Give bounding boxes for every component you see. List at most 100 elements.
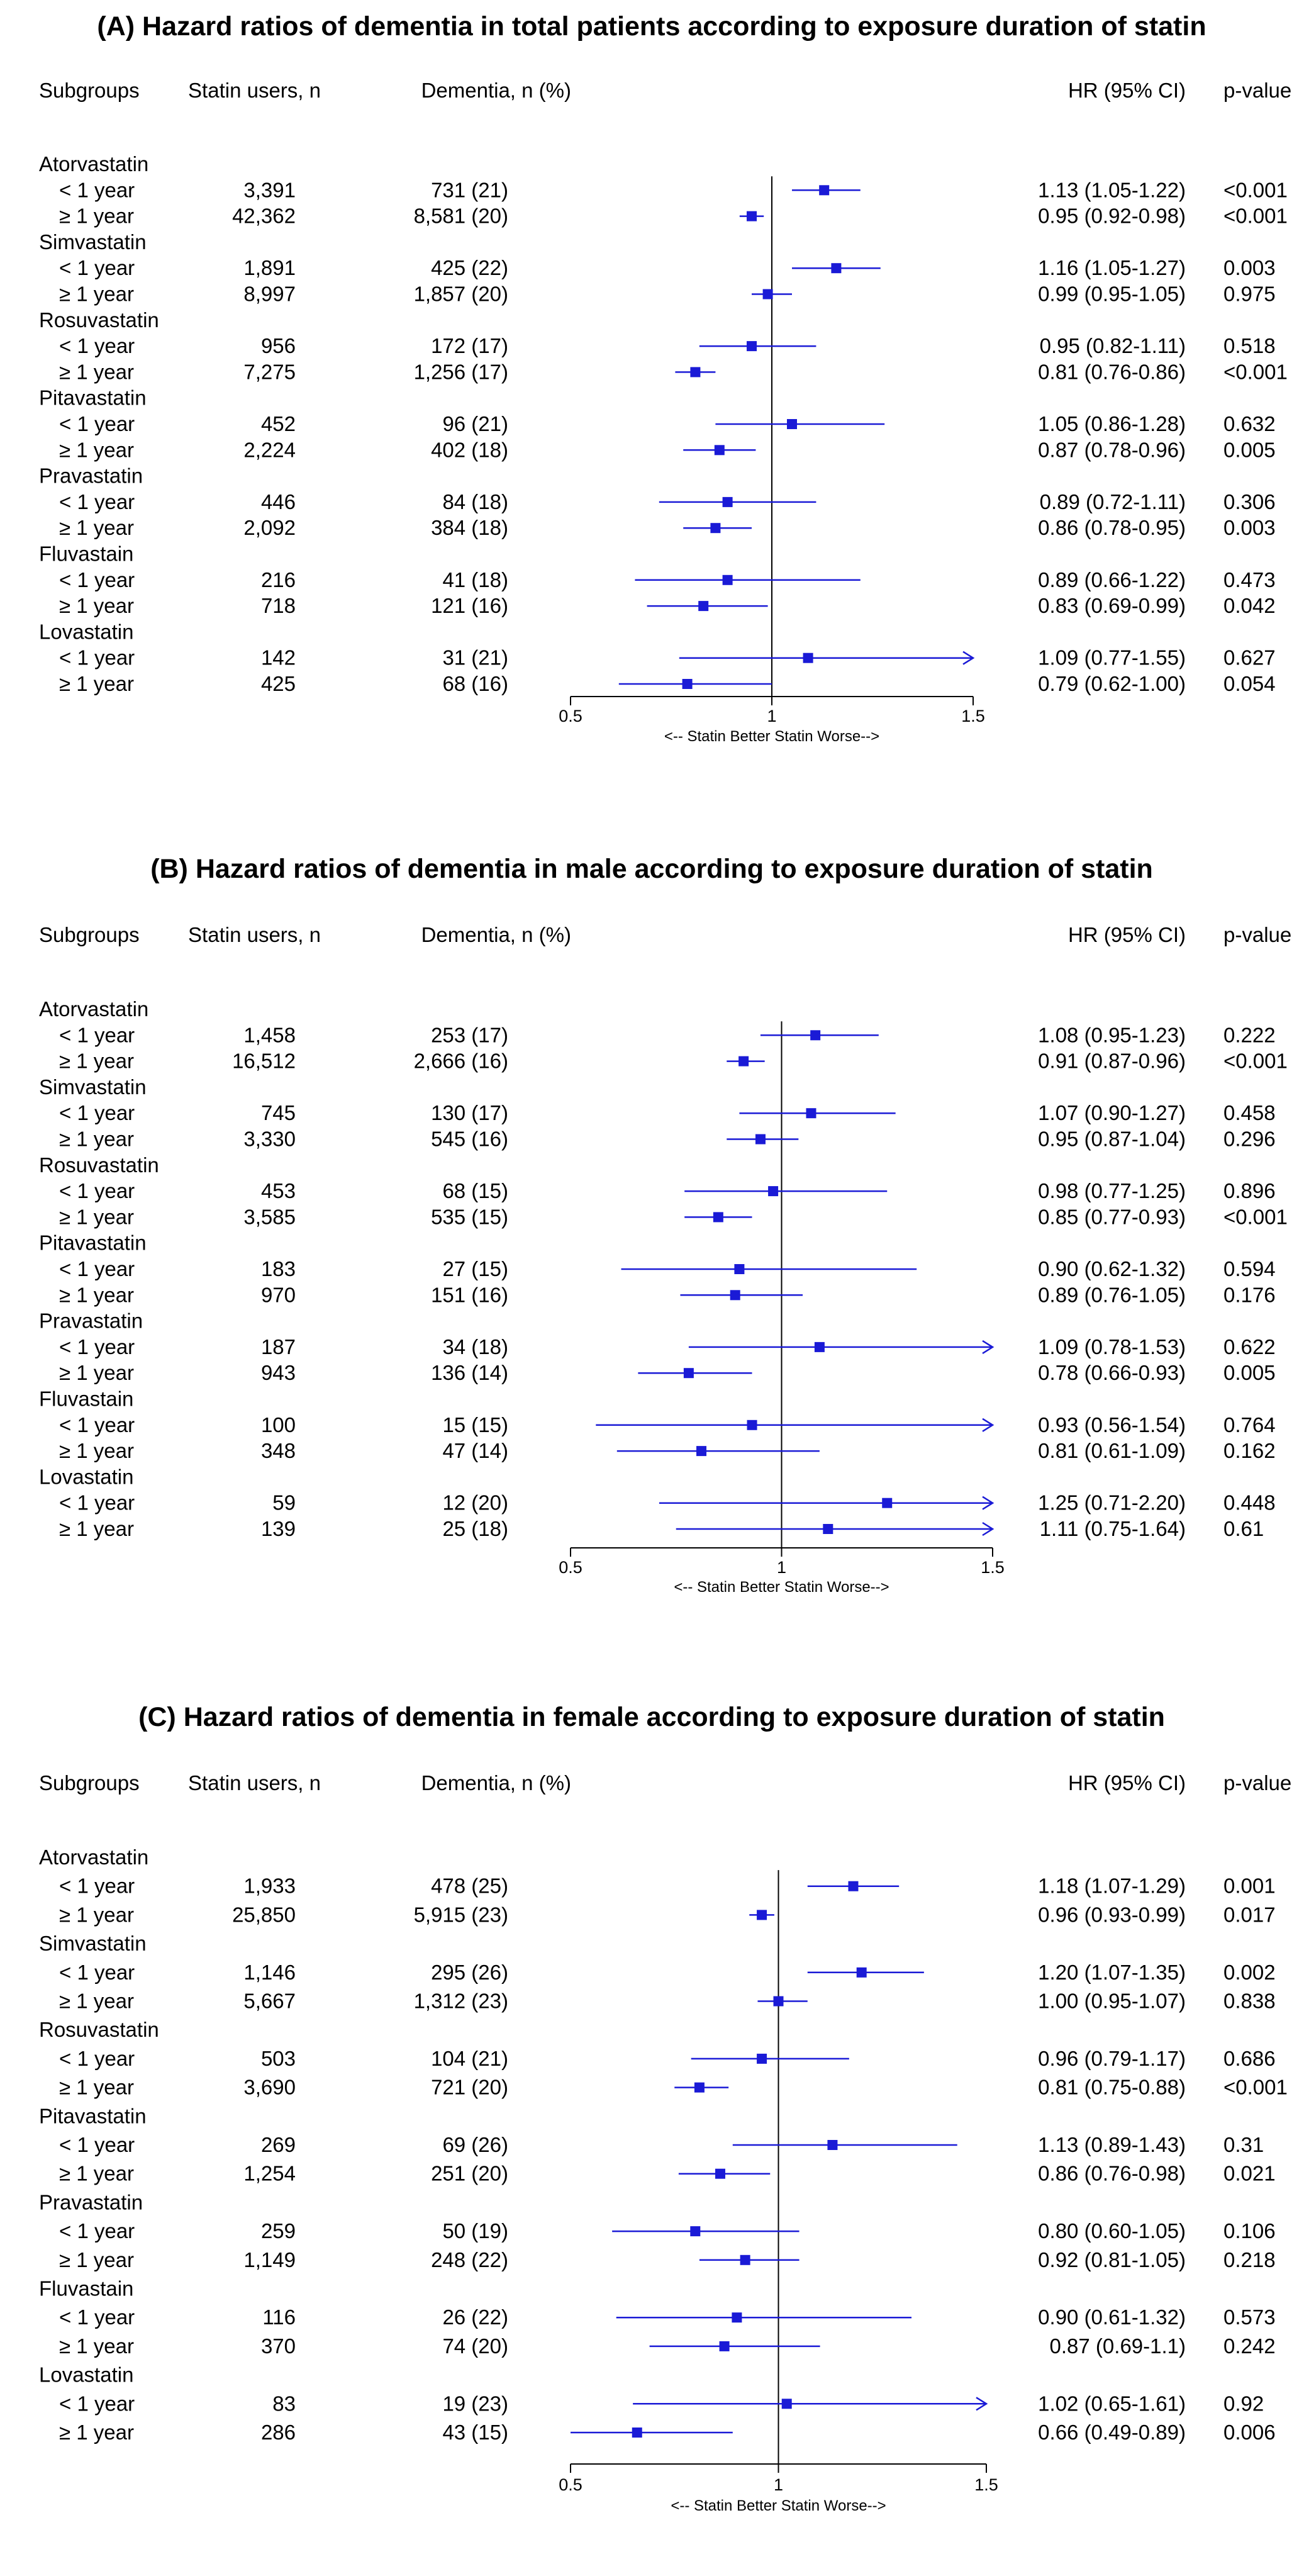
row-label: < 1 year [59, 1023, 135, 1046]
p-value: 0.222 [1223, 1023, 1276, 1046]
hr-point-marker [806, 1108, 816, 1119]
hr-ci-text: 0.92 (0.81-1.05) [1038, 2248, 1186, 2271]
dementia-count: 50 (19) [442, 2219, 508, 2243]
dementia-count: 74 (20) [442, 2334, 508, 2358]
statin-users-count: 1,933 [243, 1874, 296, 1898]
hr-ci-text: 0.66 (0.49-0.89) [1038, 2421, 1186, 2444]
hr-point-marker [747, 341, 757, 352]
dementia-count: 25 (18) [442, 1517, 508, 1540]
dementia-count: 130 (17) [431, 1101, 508, 1124]
dementia-count: 295 (26) [431, 1961, 508, 1984]
p-value: 0.594 [1223, 1257, 1276, 1280]
p-value: 0.838 [1223, 1990, 1276, 2013]
hr-point-marker [740, 2254, 750, 2265]
group-name: Pitavastatin [39, 386, 147, 410]
statin-users-count: 425 [261, 672, 296, 695]
dementia-count: 721 (20) [431, 2076, 508, 2099]
panel-title: (C) Hazard ratios of dementia in female … [138, 1702, 1165, 1732]
header-dementia: Dementia, n (%) [421, 79, 571, 102]
p-value: 0.176 [1223, 1283, 1276, 1306]
dementia-count: 2,666 (16) [414, 1050, 508, 1073]
row-label: < 1 year [59, 1874, 135, 1898]
p-value: <0.001 [1223, 178, 1288, 201]
p-value: <0.001 [1223, 204, 1288, 228]
row-label: ≥ 1 year [59, 2334, 134, 2358]
dementia-count: 19 (23) [442, 2392, 508, 2415]
statin-users-count: 1,149 [243, 2248, 296, 2271]
hr-ci-text: 0.85 (0.77-0.93) [1038, 1205, 1186, 1228]
header-subgroups: Subgroups [39, 923, 140, 946]
x-tick-label: 1.5 [981, 1558, 1005, 1577]
header-subgroups: Subgroups [39, 79, 140, 102]
hr-point-marker [814, 1341, 825, 1352]
p-value: 0.003 [1223, 516, 1276, 539]
forest-panel-a: (A) Hazard ratios of dementia in total p… [39, 11, 1291, 745]
group-name: Rosuvastatin [39, 1153, 159, 1177]
dementia-count: 5,915 (23) [414, 1903, 508, 1926]
hr-point-marker [715, 2168, 725, 2179]
hr-point-marker [762, 289, 773, 300]
row-label: ≥ 1 year [59, 1050, 134, 1073]
statin-users-count: 1,891 [243, 256, 296, 279]
p-value: 0.573 [1223, 2305, 1276, 2329]
p-value: 0.296 [1223, 1128, 1276, 1151]
dementia-count: 384 (18) [431, 516, 508, 539]
dementia-count: 15 (15) [442, 1413, 508, 1436]
ci-arrow [962, 651, 975, 665]
row-label: < 1 year [59, 1335, 135, 1358]
statin-users-count: 5,667 [243, 1990, 296, 2013]
dementia-count: 545 (16) [431, 1128, 508, 1151]
x-tick-label: 1 [774, 2475, 783, 2494]
hr-ci-text: 1.08 (0.95-1.23) [1038, 1023, 1186, 1046]
statin-users-count: 446 [261, 490, 296, 513]
hr-point-marker [694, 2082, 705, 2093]
row-label: < 1 year [59, 646, 135, 669]
p-value: 0.005 [1223, 1361, 1276, 1384]
x-tick-label: 0.5 [559, 1558, 582, 1577]
p-value: 0.458 [1223, 1101, 1276, 1124]
hr-point-marker [757, 2053, 767, 2064]
statin-users-count: 286 [261, 2421, 296, 2444]
row-label: ≥ 1 year [59, 1361, 134, 1384]
statin-users-count: 1,254 [243, 2162, 296, 2185]
hr-ci-text: 0.90 (0.62-1.32) [1038, 1257, 1186, 1280]
p-value: 0.005 [1223, 438, 1276, 461]
hr-point-marker [755, 1134, 766, 1145]
dementia-count: 69 (26) [442, 2133, 508, 2156]
p-value: 0.975 [1223, 283, 1276, 306]
hr-ci-text: 0.89 (0.72-1.11) [1040, 490, 1186, 513]
hr-point-marker [768, 1186, 779, 1197]
hr-ci-text: 1.18 (1.07-1.29) [1038, 1874, 1186, 1898]
group-name: Simvastatin [39, 1075, 147, 1099]
statin-users-count: 116 [262, 2305, 296, 2329]
group-name: Fluvastain [39, 2277, 133, 2300]
row-label: < 1 year [59, 2219, 135, 2243]
hr-ci-text: 0.79 (0.62-1.00) [1038, 672, 1186, 695]
hr-ci-text: 1.25 (0.71-2.20) [1038, 1491, 1186, 1515]
row-label: ≥ 1 year [59, 360, 134, 383]
statin-users-count: 3,330 [243, 1128, 296, 1151]
hr-ci-text: 0.96 (0.93-0.99) [1038, 1903, 1186, 1926]
row-label: < 1 year [59, 1961, 135, 1984]
hr-point-marker [757, 1910, 767, 1920]
hr-point-marker [690, 367, 701, 378]
hr-ci-text: 0.90 (0.61-1.32) [1038, 2305, 1186, 2329]
p-value: 0.006 [1223, 2421, 1276, 2444]
hr-ci-text: 0.98 (0.77-1.25) [1038, 1179, 1186, 1202]
x-axis-label: <-- Statin Better Statin Worse--> [664, 728, 879, 745]
header-hr: HR (95% CI) [1068, 1771, 1186, 1795]
hr-ci-text: 0.87 (0.69-1.1) [1050, 2334, 1186, 2358]
statin-users-count: 1,458 [243, 1023, 296, 1046]
statin-users-count: 139 [261, 1517, 296, 1540]
dementia-count: 12 (20) [442, 1491, 508, 1515]
hr-point-marker [696, 1446, 707, 1457]
p-value: 0.632 [1223, 412, 1276, 435]
dementia-count: 8,581 (20) [414, 204, 508, 228]
header-statin-users: Statin users, n [188, 1771, 321, 1795]
row-label: < 1 year [59, 1101, 135, 1124]
p-value: 0.242 [1223, 2334, 1276, 2358]
statin-users-count: 259 [261, 2219, 296, 2243]
row-label: ≥ 1 year [59, 2076, 134, 2099]
hr-point-marker [831, 263, 842, 274]
